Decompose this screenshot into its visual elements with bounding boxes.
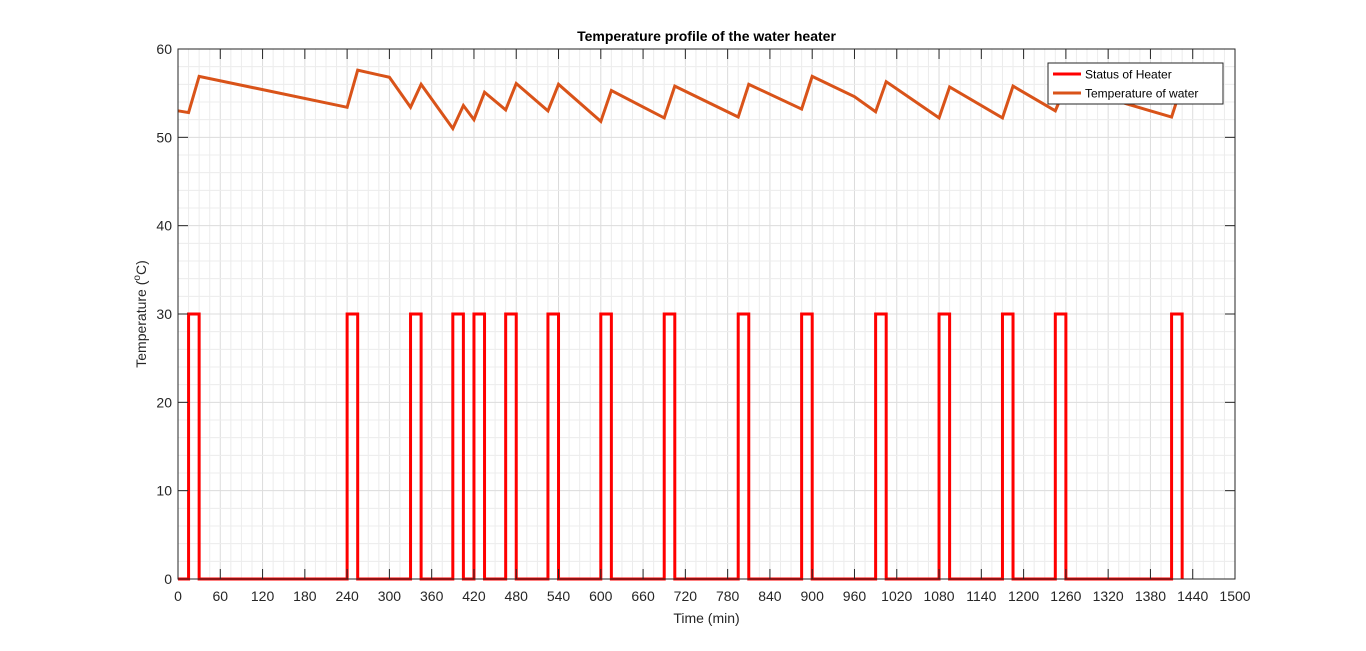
x-tick-label: 720 [674, 588, 698, 604]
x-tick-label: 840 [758, 588, 782, 604]
y-tick-label: 0 [164, 571, 172, 587]
axis-ticks: 0 60 120 180 240 300 360 420 480 540 600 660 720 780 8… [156, 41, 1250, 604]
x-tick-label: 960 [843, 588, 867, 604]
x-tick-label: 300 [378, 588, 402, 604]
x-tick-label: 480 [505, 588, 529, 604]
x-tick-label: 660 [631, 588, 655, 604]
y-axis-label-main: Temperature ( [133, 280, 149, 367]
x-tick-label: 1500 [1219, 588, 1250, 604]
x-tick-label: 900 [801, 588, 825, 604]
x-tick-label: 1260 [1050, 588, 1081, 604]
series-line-temperature-of-water [177, 68, 1184, 132]
x-tick-label: 1020 [881, 588, 912, 604]
x-tick-label: 1440 [1177, 588, 1208, 604]
chart-title: Temperature profile of the water heater [577, 28, 836, 44]
x-tick-label: 780 [716, 588, 740, 604]
y-tick-label: 60 [156, 41, 172, 57]
y-tick-label: 40 [156, 218, 172, 234]
x-tick-label: 420 [462, 588, 486, 604]
x-axis-label: Time (min) [673, 610, 739, 626]
x-tick-label: 540 [547, 588, 571, 604]
x-tick-label: 180 [293, 588, 317, 604]
x-tick-label: 1200 [1008, 588, 1039, 604]
x-tick-label: 1380 [1135, 588, 1166, 604]
x-tick-label: 1140 [966, 588, 996, 604]
x-tick-label: 600 [589, 588, 613, 604]
y-axis-label-degree: o [132, 275, 143, 281]
x-tick-label: 240 [335, 588, 359, 604]
x-tick-label: 120 [251, 588, 275, 604]
x-tick-label: 1080 [923, 588, 954, 604]
y-axis-label: Temperature (oC) [132, 260, 149, 368]
x-tick-label: 0 [174, 588, 182, 604]
legend-label-status-of-heater: Status of Heater [1085, 68, 1172, 82]
y-axis-label-unit: C) [133, 260, 149, 275]
x-tick-label: 60 [212, 588, 228, 604]
y-tick-label: 50 [156, 129, 172, 145]
legend: Status of Heater Temperature of water [1047, 62, 1224, 105]
y-tick-label: 30 [156, 306, 172, 322]
legend-label-temperature-of-water: Temperature of water [1085, 87, 1198, 101]
x-tick-label: 360 [420, 588, 444, 604]
x-tick-label: 1320 [1093, 588, 1124, 604]
legend-box [1047, 62, 1224, 105]
grid [178, 49, 1235, 579]
y-tick-label: 10 [156, 483, 172, 499]
y-tick-label: 20 [156, 394, 172, 410]
